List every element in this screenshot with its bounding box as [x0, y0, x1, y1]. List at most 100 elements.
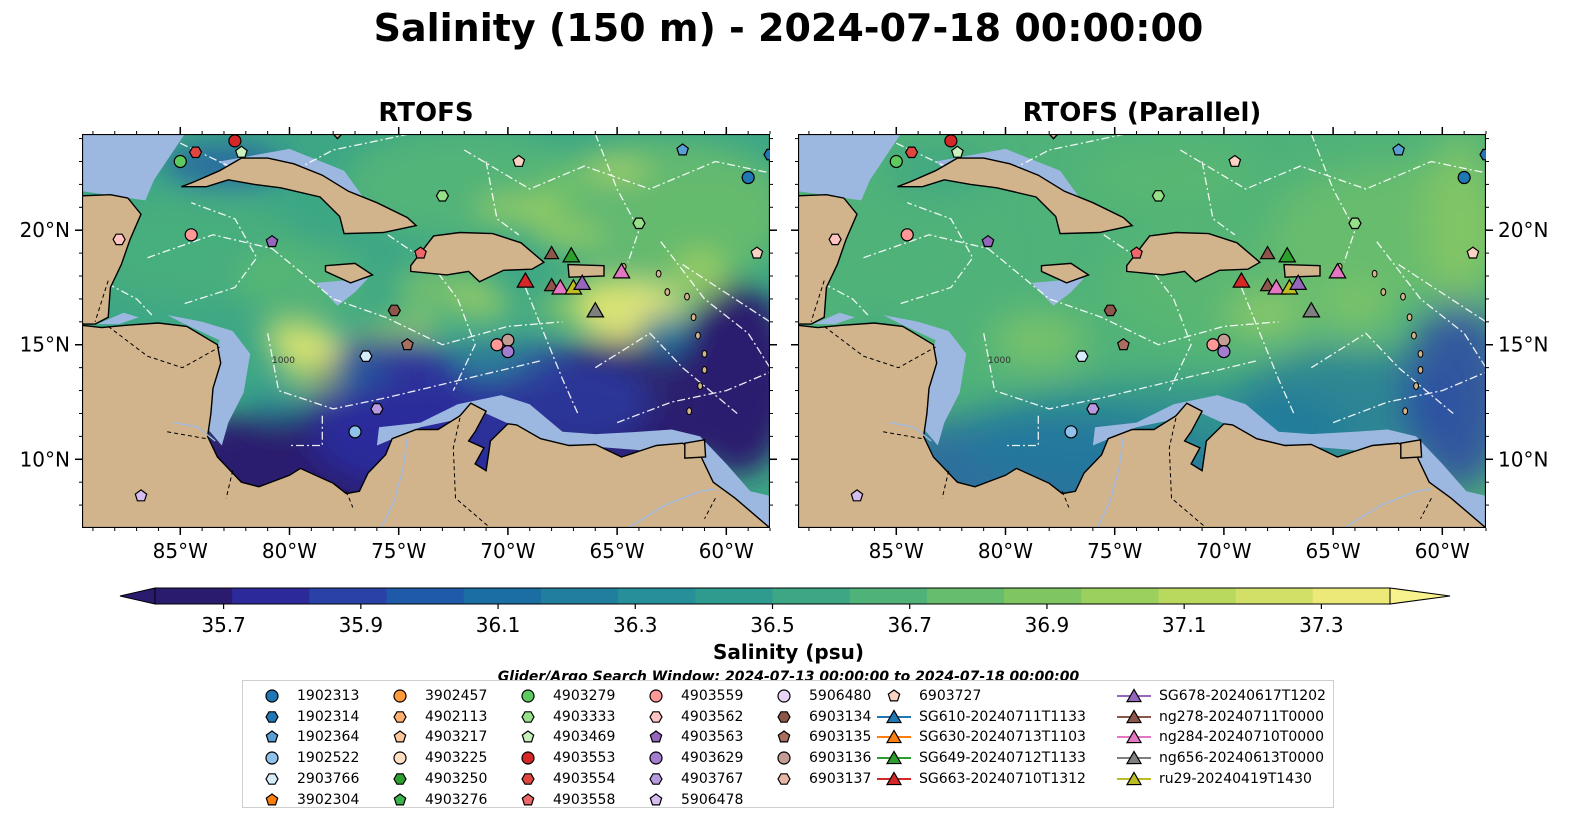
legend-label: 4903225 — [425, 750, 488, 767]
float-marker-ng278-20240711T0000 — [1259, 245, 1276, 260]
land-andros — [332, 134, 343, 140]
colorbar-segment — [309, 588, 388, 604]
glider-marker-ng656-20240613T0000 — [1302, 301, 1321, 318]
glider-marker-SG663-20240710T1312 — [516, 271, 535, 288]
land-hispaniola — [410, 231, 546, 283]
shelf-area — [813, 312, 855, 325]
float-marker-1902313 — [741, 170, 755, 185]
float-marker-4903562 — [112, 233, 126, 246]
colorbar-segment — [1235, 588, 1314, 604]
legend-marker-circle-icon — [649, 751, 663, 765]
float-marker-1902522 — [348, 425, 362, 439]
legend-marker-pentagon-icon — [521, 792, 535, 805]
legend-symbol — [393, 772, 407, 785]
legend-label: 6903136 — [809, 750, 872, 767]
colorbar-segment — [232, 588, 310, 604]
land-jamaica — [1040, 262, 1091, 284]
legend-marker-circle-icon — [777, 689, 791, 703]
land-puertorico — [1283, 263, 1321, 278]
lon-tick-label: 60°W — [1415, 539, 1470, 563]
island — [684, 292, 690, 301]
legend-label: 4903469 — [553, 729, 616, 746]
island — [1417, 350, 1424, 358]
legend-symbol — [1125, 750, 1143, 765]
float-marker-6903134 — [1103, 304, 1117, 317]
float-marker-6903727 — [512, 154, 526, 167]
legend-label: 6903137 — [809, 770, 872, 787]
legend-symbol — [521, 751, 535, 765]
legend-marker-triangle-icon — [877, 750, 911, 765]
float-marker-1902314 — [763, 148, 770, 161]
legend-label: 4903559 — [681, 688, 744, 704]
island — [1380, 288, 1387, 296]
legend-label: 1902313 — [297, 688, 360, 704]
legend-marker-triangle-icon — [1117, 750, 1151, 765]
salinity-feature — [1405, 298, 1486, 492]
float-marker-4903469 — [950, 145, 964, 158]
legend-marker-hexagon-icon — [521, 710, 535, 723]
legend-marker-triangle-icon — [1117, 729, 1151, 744]
float-marker-6903727 — [1228, 154, 1242, 167]
colorbar-tick-label: 37.3 — [1299, 613, 1344, 637]
legend-symbol — [521, 710, 535, 723]
legend-label: 4903562 — [681, 708, 744, 725]
legend-marker-hexagon-icon — [649, 772, 663, 785]
land-cuba — [181, 157, 418, 235]
shelf-area — [798, 134, 901, 201]
salinity-feature — [355, 319, 399, 348]
colorbar-tick-label: 36.5 — [750, 613, 795, 637]
legend-symbol — [1125, 729, 1143, 744]
legend-label: SG663-20240710T1312 — [919, 770, 1086, 787]
island — [655, 269, 662, 278]
legend-symbol — [887, 689, 901, 702]
legend-symbol — [777, 772, 791, 785]
legend-symbol — [393, 710, 407, 723]
colorbar-segment — [926, 588, 1005, 604]
lat-tick-label: 20°N — [20, 218, 70, 242]
legend-label: 2903766 — [297, 770, 360, 787]
lon-tick-label: 80°W — [262, 539, 317, 563]
colorbar-tick-label: 36.7 — [887, 613, 932, 637]
legend-symbol — [649, 772, 663, 785]
map-axes: 85°W 80°W 75°W 70°W 65°W 60°W 10°N 15°N 20°N 85°W… — [20, 127, 1548, 563]
colorbar-extend-high — [1389, 587, 1451, 605]
colorbar-segment — [849, 588, 928, 604]
island — [701, 350, 708, 358]
legend-symbol — [885, 708, 903, 723]
borders — [94, 280, 716, 528]
legend-marker-hexagon-icon — [265, 772, 279, 785]
legend-symbol — [265, 730, 279, 743]
legend-symbol — [521, 730, 535, 743]
island — [697, 382, 704, 390]
island — [1417, 366, 1424, 374]
colorbar-tick-label: 37.1 — [1162, 613, 1207, 637]
salinity-feature — [584, 159, 650, 183]
salinity-feature — [261, 319, 318, 348]
colorbar-segment — [540, 588, 619, 604]
legend-marker-pentagon-icon — [265, 792, 279, 805]
float-marker-2903766 — [1075, 350, 1089, 362]
land-trinidad — [684, 438, 707, 459]
lat-tick-label: 10°N — [1498, 447, 1548, 471]
salinity-feature — [990, 312, 1087, 368]
legend-marker-hexagon-icon — [777, 710, 791, 723]
glider-marker-ng284-20240710T0000 — [612, 262, 631, 279]
salinity-feature — [333, 353, 386, 391]
salinity-feature — [638, 312, 692, 359]
legend-symbol — [649, 792, 663, 805]
glider-marker-ng284-20240710T0000 — [1328, 262, 1347, 279]
legend-label: SG630-20240713T1103 — [919, 729, 1086, 746]
colorbar-segment — [1081, 588, 1159, 604]
legend-symbol — [393, 751, 407, 765]
legend-label: 1902314 — [297, 708, 360, 725]
land-yucatan — [798, 193, 858, 325]
salinity-feature — [387, 310, 441, 343]
glider-marker-SG663-20240710T1312 — [1232, 271, 1251, 288]
legend-marker-hexagon-icon — [521, 772, 535, 785]
land-masses — [82, 134, 770, 528]
legend-marker-hexagon-icon — [393, 710, 407, 723]
legend-label: 4903279 — [553, 688, 616, 704]
legend-marker-triangle-icon — [877, 770, 911, 786]
island — [1400, 292, 1406, 301]
colorbar-segment — [618, 588, 696, 604]
